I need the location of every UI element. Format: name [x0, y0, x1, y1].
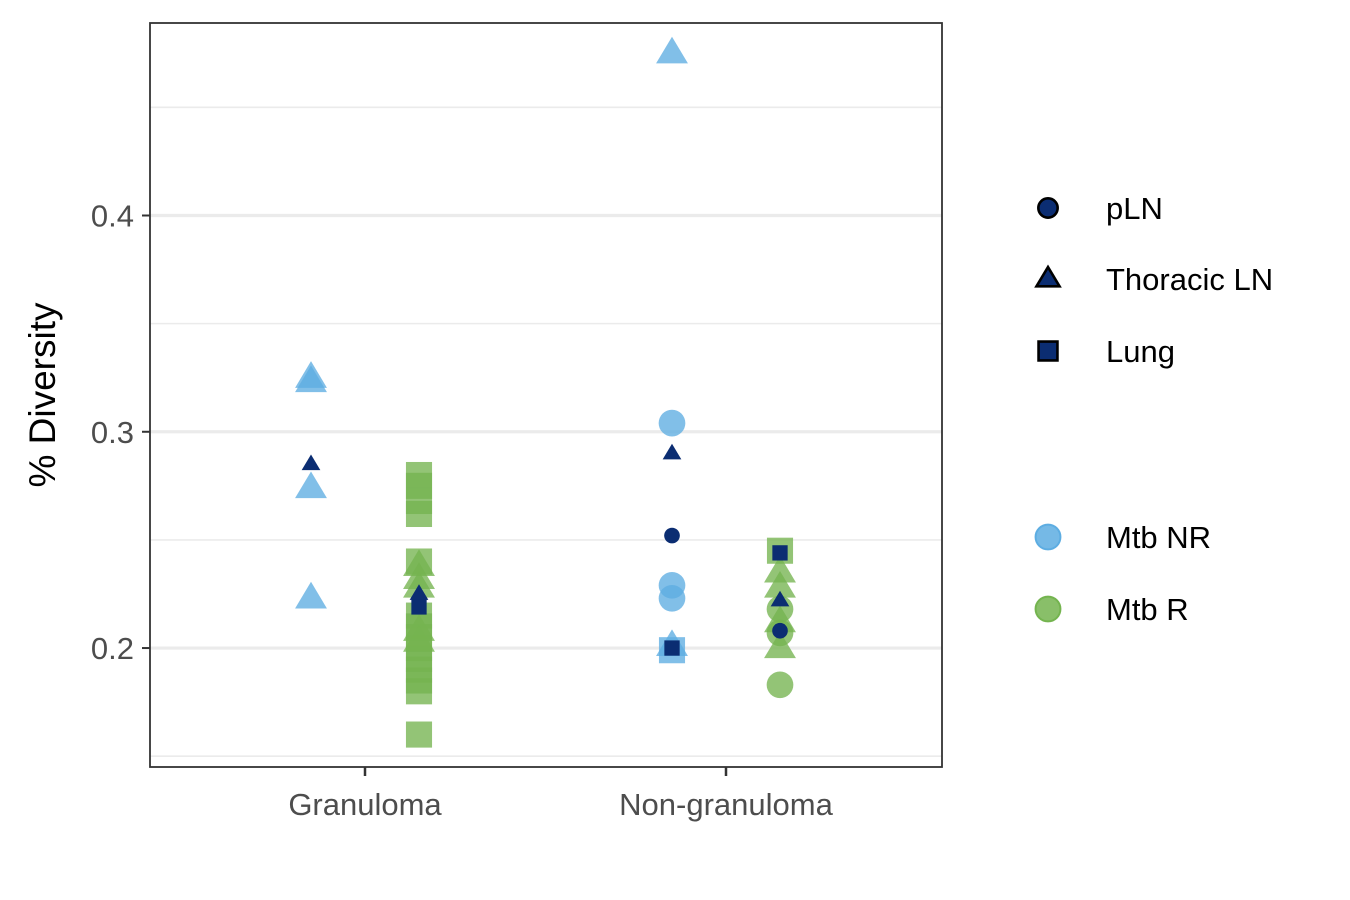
y-tick-label: 0.4	[91, 198, 134, 233]
legend-key-color	[1034, 523, 1062, 551]
data-points	[295, 36, 796, 748]
x-tick-label: Granuloma	[288, 787, 442, 822]
data-point	[295, 581, 327, 609]
data-point	[764, 570, 796, 598]
legend-key-circle	[1037, 197, 1059, 219]
data-point-highlight	[409, 584, 429, 600]
data-point-highlight	[772, 545, 788, 561]
legend-key-triangle	[1034, 264, 1062, 288]
y-axis-title: % Diversity	[22, 302, 63, 488]
data-point	[766, 671, 794, 699]
legend-key-square	[1037, 340, 1059, 362]
y-tick-label: 0.3	[91, 415, 134, 450]
legend-key-color	[1034, 595, 1062, 623]
data-point-highlight	[664, 527, 680, 544]
data-point	[405, 721, 433, 748]
data-point	[658, 409, 686, 437]
x-axis: Granuloma Non-granuloma	[288, 767, 834, 822]
data-point	[295, 471, 327, 499]
data-point	[295, 365, 327, 393]
x-tick-label: Non-granuloma	[619, 787, 833, 822]
legend-label: Mtb R	[1106, 592, 1189, 627]
data-point	[656, 36, 688, 64]
legend-label: Mtb NR	[1106, 520, 1211, 555]
data-point	[764, 555, 796, 583]
panel-border	[149, 22, 943, 768]
data-point-highlight	[664, 640, 680, 656]
data-point	[405, 678, 433, 705]
data-point-highlight	[662, 443, 682, 460]
legend-label: Lung	[1106, 334, 1175, 369]
data-point-highlight	[301, 454, 321, 471]
y-tick-label: 0.2	[91, 631, 134, 666]
data-point-highlight	[411, 599, 427, 615]
legend-label: pLN	[1106, 191, 1163, 226]
data-point-highlight	[770, 590, 790, 607]
legend: pLN Thoracic LN Lung Mtb NR Mtb R	[1034, 191, 1273, 627]
legend-label: Thoracic LN	[1106, 262, 1273, 297]
data-point	[403, 625, 435, 652]
gridlines	[150, 106, 942, 757]
data-point	[405, 500, 433, 528]
data-point-highlight	[772, 622, 788, 639]
y-axis: 0.2 0.3 0.4	[91, 198, 150, 666]
data-point	[764, 631, 796, 659]
data-point	[658, 584, 686, 612]
